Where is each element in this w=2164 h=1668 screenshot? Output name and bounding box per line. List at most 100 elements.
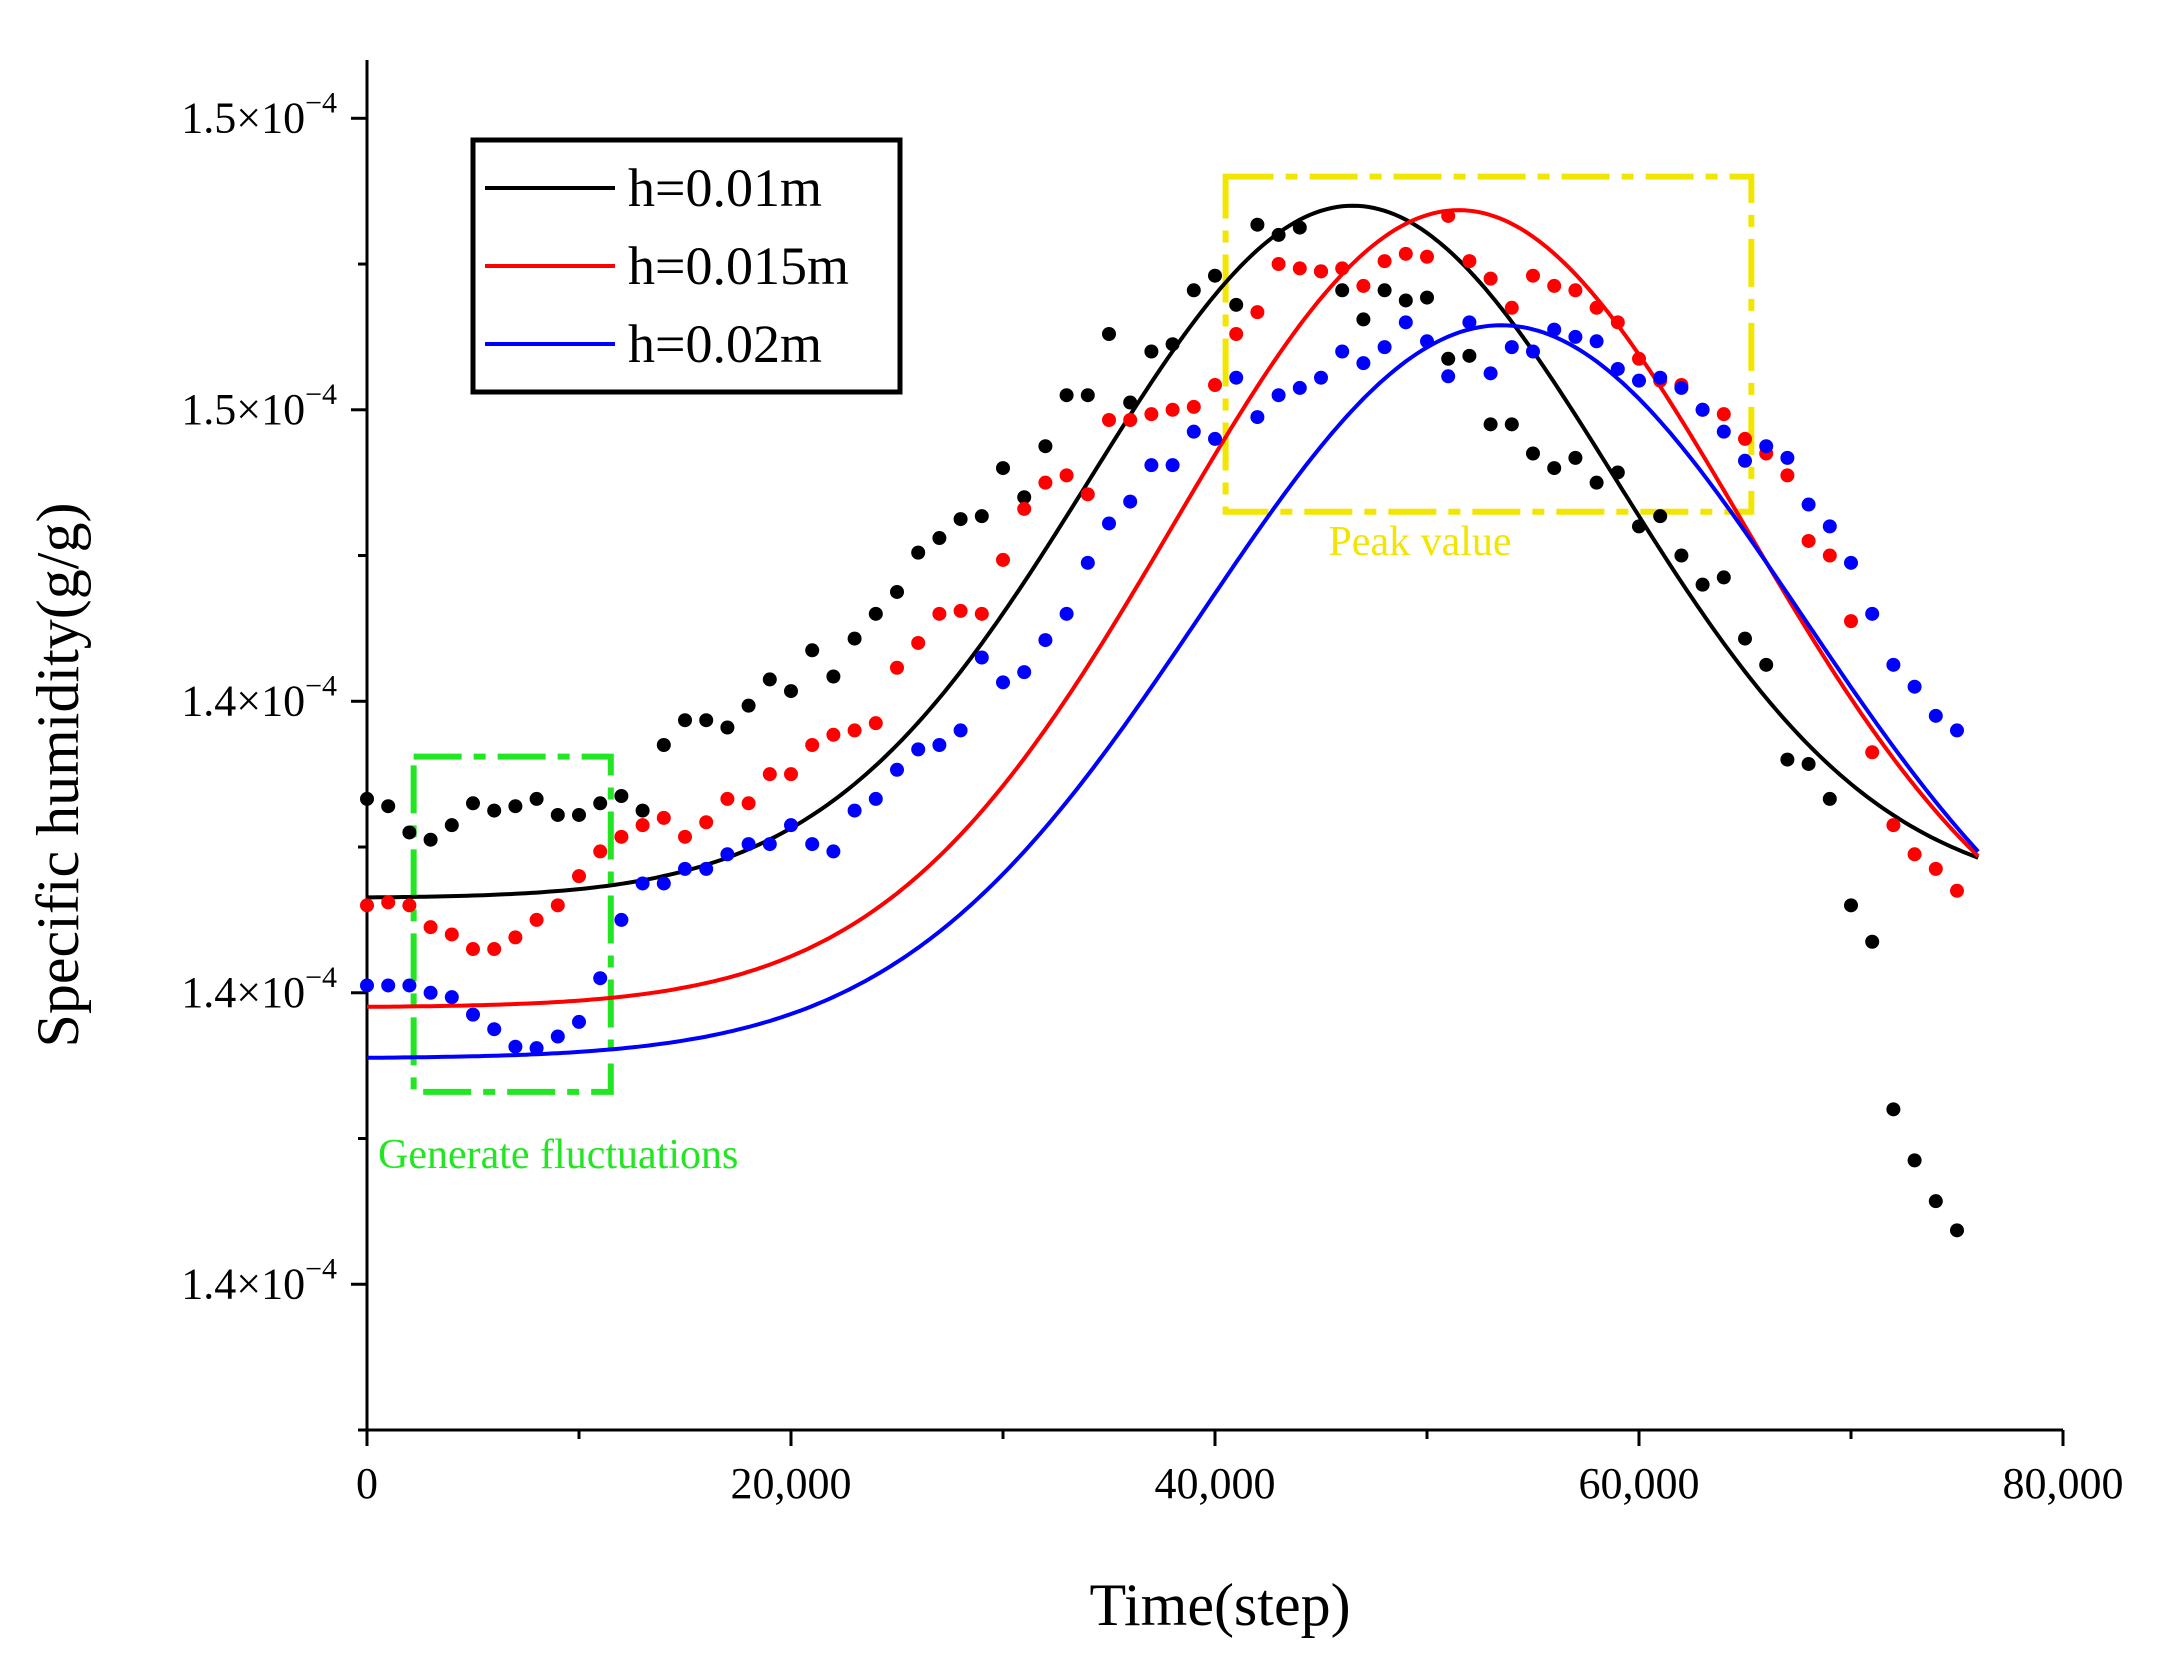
data-point-series-0: [529, 791, 544, 806]
data-point-series-2: [1632, 373, 1646, 388]
data-point-series-1: [1780, 468, 1795, 483]
data-point-series-2: [1017, 665, 1032, 680]
data-point-series-2: [1208, 431, 1222, 446]
legend-label: h=0.02m: [628, 314, 822, 374]
data-point-series-2: [614, 912, 629, 927]
data-point-series-0: [1907, 1153, 1922, 1168]
data-point-series-2: [805, 837, 820, 852]
data-point-series-0: [1738, 631, 1752, 646]
data-point-series-2: [1950, 723, 1964, 738]
data-point-series-0: [1504, 417, 1519, 432]
data-point-series-0: [1928, 1194, 1943, 1209]
data-point-series-2: [1229, 370, 1244, 385]
data-point-series-1: [1208, 378, 1222, 393]
data-point-series-0: [784, 684, 798, 699]
data-point-series-1: [1059, 468, 1074, 483]
data-point-series-0: [1950, 1223, 1964, 1238]
data-point-series-1: [1886, 818, 1901, 833]
data-point-series-2: [1398, 315, 1413, 330]
y-axis-title: Specific humidity(g/g): [25, 503, 91, 1048]
data-point-series-2: [1080, 555, 1095, 570]
y-tick-exponent: −4: [305, 86, 337, 119]
data-point-series-1: [678, 829, 692, 844]
data-point-series-0: [1801, 756, 1816, 771]
data-point-series-1: [699, 815, 714, 830]
data-point-series-1: [1907, 847, 1922, 862]
data-point-series-1: [1017, 501, 1032, 516]
data-point-series-2: [466, 1007, 480, 1022]
data-point-series-2: [1102, 516, 1116, 531]
data-point-series-2: [1250, 410, 1265, 425]
data-point-series-2: [974, 650, 989, 665]
data-point-series-1: [1950, 883, 1964, 898]
data-point-series-2: [1144, 458, 1159, 473]
data-point-series-2: [656, 876, 671, 891]
data-point-series-2: [762, 837, 777, 852]
data-point-series-1: [1335, 261, 1350, 276]
data-point-series-2: [1356, 356, 1371, 371]
data-point-series-1: [1632, 351, 1646, 366]
data-point-series-1: [1123, 412, 1138, 427]
data-point-series-2: [529, 1041, 544, 1056]
data-point-series-1: [1377, 254, 1392, 269]
data-point-series-0: [1229, 297, 1244, 312]
legend-box: [470, 137, 903, 395]
data-point-series-0: [741, 698, 756, 713]
y-tick-exponent: −4: [305, 669, 337, 702]
data-point-series-2: [1483, 366, 1498, 381]
data-point-series-0: [1462, 348, 1477, 363]
data-point-series-0: [1356, 312, 1371, 327]
data-point-series-0: [1780, 752, 1795, 767]
data-point-series-2: [699, 861, 714, 876]
data-point-series-0: [1102, 327, 1116, 341]
data-point-series-2: [1780, 450, 1795, 465]
data-point-series-1: [805, 738, 820, 752]
data-point-series-1: [1080, 487, 1095, 502]
data-point-series-2: [487, 1022, 502, 1037]
data-point-series-1: [1547, 278, 1562, 293]
data-point-series-0: [1865, 934, 1880, 949]
data-point-series-0: [996, 461, 1010, 476]
data-point-series-1: [1568, 283, 1583, 298]
data-point-series-0: [487, 803, 502, 818]
data-point-series-2: [1886, 657, 1901, 672]
data-point-series-1: [402, 898, 417, 913]
data-point-series-1: [1165, 402, 1180, 417]
data-point-series-1: [1292, 261, 1307, 276]
data-point-series-0: [826, 669, 841, 684]
data-point-series-1: [1229, 327, 1244, 341]
data-point-series-0: [656, 738, 671, 752]
data-point-series-0: [1123, 395, 1138, 410]
data-point-series-2: [1377, 340, 1392, 355]
data-point-series-0: [1208, 268, 1222, 283]
data-point-series-0: [1186, 283, 1201, 298]
data-point-series-2: [1716, 424, 1731, 439]
data-point-series-0: [444, 818, 459, 833]
y-tick-base: 1.5×10: [181, 93, 305, 142]
data-point-series-2: [1420, 334, 1434, 349]
data-point-series-2: [593, 971, 608, 986]
data-point-series-1: [996, 552, 1010, 567]
x-tick-label: 80,000: [2003, 1459, 2124, 1508]
data-point-series-2: [1759, 439, 1774, 454]
data-point-series-2: [1335, 344, 1350, 359]
data-point-series-1: [360, 898, 374, 913]
x-axis-title: Time(step): [1089, 1572, 1350, 1638]
data-point-series-0: [1568, 450, 1583, 465]
data-point-series-2: [1292, 380, 1307, 395]
y-tick-base: 1.4×10: [181, 676, 305, 725]
legend: h=0.01m h=0.015m h=0.02m: [470, 137, 903, 395]
data-point-series-1: [1526, 268, 1540, 283]
data-point-series-2: [720, 847, 735, 862]
annotation-label-1: Peak value: [1328, 519, 1511, 565]
data-point-series-0: [1674, 548, 1689, 563]
y-tick-label: 1.5×10−4: [181, 86, 337, 142]
data-point-series-1: [1801, 533, 1816, 548]
legend-label: h=0.01m: [628, 158, 822, 218]
data-point-series-1: [762, 767, 777, 782]
data-point-series-2: [1865, 606, 1880, 621]
data-point-series-1: [974, 606, 989, 621]
data-point-series-2: [508, 1039, 523, 1054]
y-tick-label: 1.4×10−4: [181, 1252, 337, 1308]
data-point-series-1: [1610, 315, 1625, 330]
